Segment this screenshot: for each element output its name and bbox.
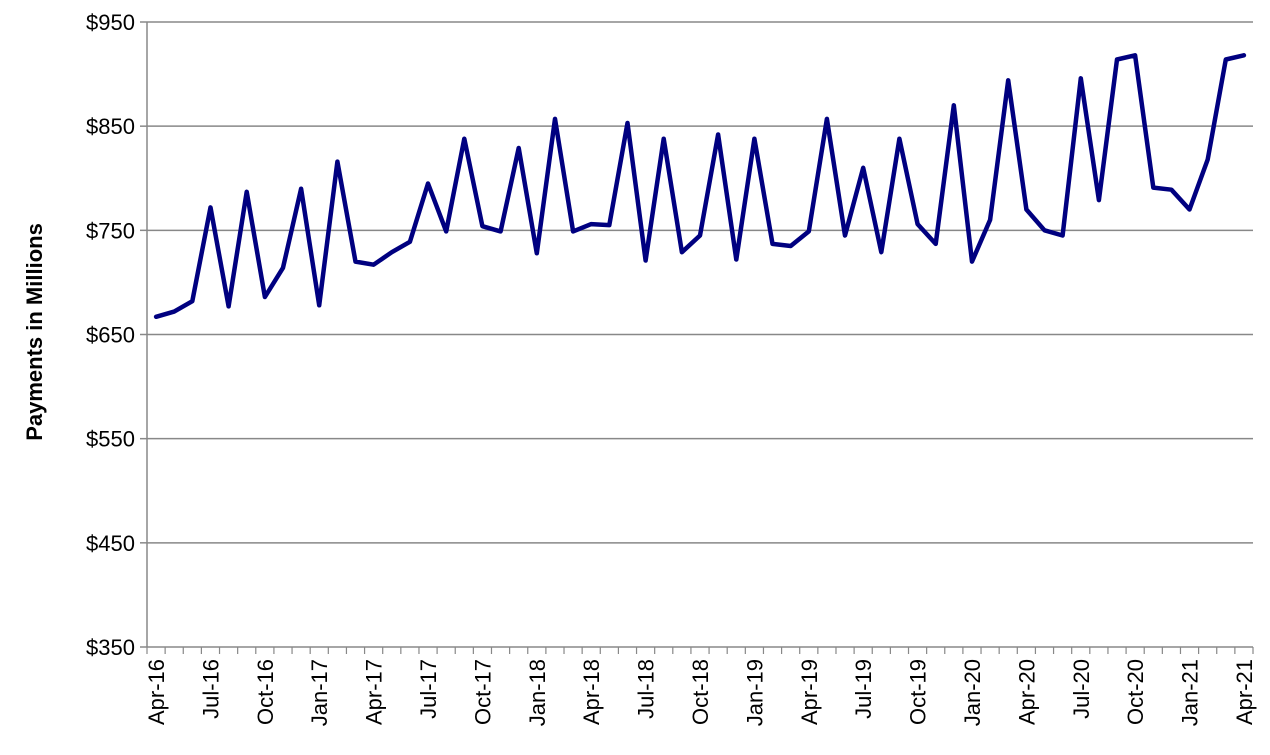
x-tick-label: Oct-17 (470, 659, 495, 725)
data-point (536, 252, 538, 254)
data-point (844, 235, 846, 237)
data-point (880, 251, 882, 253)
data-point (717, 134, 719, 135)
data-point (1152, 187, 1154, 189)
x-tick-label: Apr-19 (797, 659, 822, 725)
y-tick-label: $750 (86, 218, 135, 243)
data-point (1116, 59, 1118, 60)
y-tick-label: $350 (86, 635, 135, 660)
data-point (626, 122, 628, 124)
data-point (898, 138, 900, 140)
data-point (191, 300, 193, 302)
data-point (1080, 77, 1082, 79)
x-tick-label: Jul-19 (851, 659, 876, 719)
x-tick-labels: Apr-16 Jul-16 Oct-16 Jan-17 Apr-17 Jul-17 Oct-… (144, 659, 1257, 726)
x-tick-label: Oct-18 (688, 659, 713, 725)
data-point (663, 138, 665, 140)
y-tick-label: $850 (86, 114, 135, 139)
data-point (336, 161, 338, 163)
series-line (153, 53, 1247, 320)
x-tick-label: Jan-17 (307, 659, 332, 726)
data-point (518, 147, 520, 149)
x-tick-label: Jan-19 (742, 659, 767, 726)
data-point (953, 104, 955, 106)
y-tick-label: $550 (86, 427, 135, 452)
x-tick-label: Apr-17 (362, 659, 387, 725)
data-point (155, 316, 157, 318)
x-tick-label: Apr-20 (1014, 659, 1039, 725)
data-point (391, 251, 393, 253)
data-point (463, 138, 465, 140)
x-tick-label: Jan-21 (1178, 659, 1203, 726)
y-tick-label: $950 (86, 10, 135, 35)
data-point (409, 241, 411, 243)
axes (140, 21, 1254, 654)
x-tick-label: Jul-16 (198, 659, 223, 719)
data-point (1025, 209, 1027, 210)
data-point (445, 230, 447, 232)
x-tick-label: Apr-21 (1232, 659, 1257, 725)
data-point (935, 243, 937, 245)
x-tick-label: Oct-19 (906, 659, 931, 725)
x-tick-label: Apr-18 (579, 659, 604, 725)
data-point (790, 245, 792, 247)
data-point (1098, 199, 1100, 201)
data-point (228, 305, 230, 307)
data-point (282, 267, 284, 269)
data-point (1043, 229, 1045, 231)
data-point (355, 261, 357, 263)
data-point (681, 251, 683, 253)
x-tick-label: Oct-20 (1123, 659, 1148, 725)
y-axis-label: Payments in Millions (22, 223, 47, 441)
y-tick-label: $650 (86, 323, 135, 348)
data-point (481, 225, 483, 227)
data-point (173, 311, 175, 313)
x-tick-label: Jan-18 (525, 659, 550, 726)
data-point (373, 264, 375, 266)
data-point (246, 191, 248, 193)
data-point (318, 304, 320, 306)
data-point (971, 261, 973, 263)
data-point (753, 138, 755, 140)
data-point (808, 230, 810, 232)
data-point (209, 206, 211, 208)
data-point (500, 230, 502, 232)
y-tick-labels: $950 $850 $750 $650 $550 $450 $350 (86, 10, 135, 660)
series-layer (153, 53, 1247, 320)
data-point (772, 243, 774, 245)
data-point (699, 235, 701, 237)
data-point (264, 296, 266, 298)
x-tick-label: Apr-16 (144, 659, 169, 725)
data-point (917, 223, 919, 225)
data-point (1007, 79, 1009, 81)
gridlines (147, 21, 1253, 544)
data-point (1225, 59, 1227, 60)
data-point (1207, 159, 1209, 160)
data-point (989, 219, 991, 221)
data-point (1134, 54, 1136, 56)
data-point (1243, 54, 1245, 56)
data-point (1170, 189, 1172, 191)
data-point (590, 223, 592, 225)
data-point (1062, 235, 1064, 237)
data-point (735, 259, 737, 260)
x-tick-label: Jan-20 (960, 659, 985, 726)
x-tick-label: Jul-17 (416, 659, 441, 719)
data-point (554, 118, 556, 120)
x-tick-label: Oct-16 (253, 659, 278, 725)
data-point (826, 118, 828, 120)
data-point (645, 260, 647, 262)
data-point (1189, 209, 1191, 210)
x-tick-label: Jul-20 (1069, 659, 1094, 719)
data-point (862, 167, 864, 169)
data-point (572, 230, 574, 232)
x-tick-label: Jul-18 (634, 659, 659, 719)
y-tick-label: $450 (86, 531, 135, 556)
data-point (427, 182, 429, 184)
data-point (608, 224, 610, 226)
data-point (300, 188, 302, 190)
